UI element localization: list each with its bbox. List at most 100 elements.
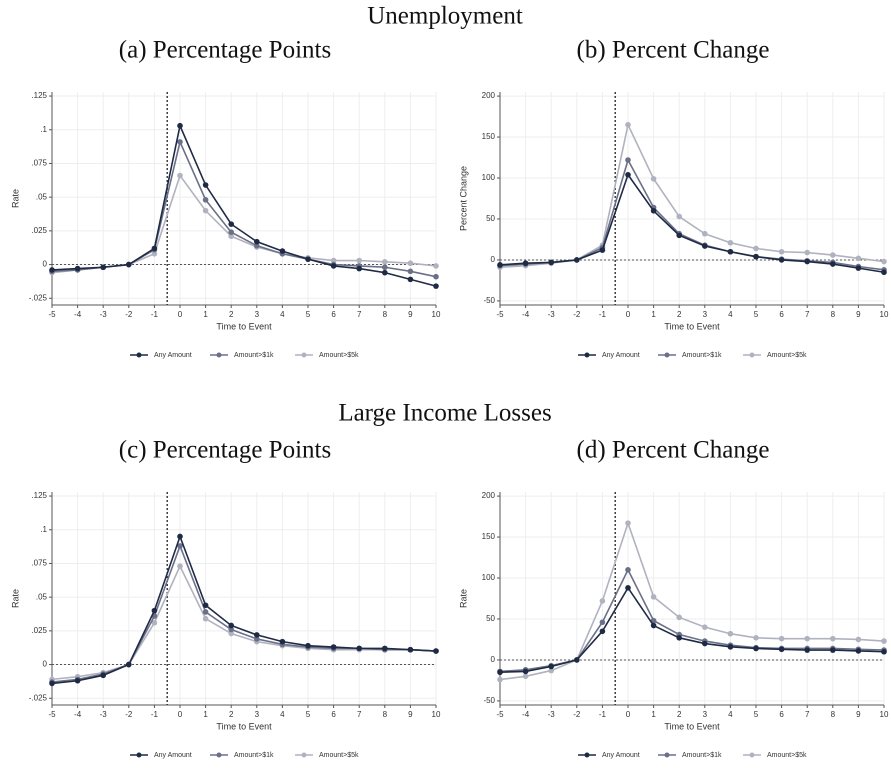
data-point bbox=[676, 232, 682, 239]
data-point bbox=[650, 207, 657, 214]
y-tick-label: -.025 bbox=[29, 293, 48, 302]
x-tick-label: -1 bbox=[599, 710, 607, 719]
data-point bbox=[548, 259, 554, 266]
x-axis-label: Time to Event bbox=[216, 321, 272, 331]
legend-label: Any Amount bbox=[602, 352, 640, 359]
x-tick-label: 8 bbox=[831, 710, 836, 719]
section-title: Large Income Losses bbox=[338, 400, 551, 427]
data-point bbox=[855, 636, 862, 643]
x-tick-label: 1 bbox=[203, 710, 208, 719]
x-tick-label: -2 bbox=[125, 310, 133, 319]
y-tick-label: 0 bbox=[491, 655, 496, 664]
data-point bbox=[625, 520, 631, 526]
data-point bbox=[497, 676, 503, 683]
data-point bbox=[830, 252, 836, 258]
series-line bbox=[51, 564, 437, 681]
x-tick-label: 8 bbox=[383, 310, 388, 319]
series-line bbox=[499, 520, 885, 681]
x-tick-label: 2 bbox=[677, 710, 682, 719]
x-axis-label: Time to Event bbox=[216, 721, 272, 731]
x-tick-label: 0 bbox=[178, 310, 183, 319]
data-point bbox=[804, 249, 810, 256]
data-point bbox=[228, 622, 234, 629]
data-point bbox=[151, 245, 158, 252]
data-point bbox=[356, 645, 363, 652]
data-point bbox=[497, 262, 503, 268]
y-tick-label: 100 bbox=[482, 573, 496, 582]
data-point bbox=[855, 265, 862, 271]
x-tick-label: 2 bbox=[677, 310, 682, 319]
x-tick-label: 4 bbox=[728, 310, 733, 319]
data-point bbox=[625, 585, 631, 591]
data-point bbox=[202, 615, 209, 622]
data-point bbox=[650, 176, 657, 182]
data-point bbox=[177, 139, 183, 145]
series-line bbox=[499, 157, 885, 271]
chart-title: (a) Percentage Points bbox=[119, 37, 331, 64]
x-tick-label: 10 bbox=[432, 310, 441, 319]
data-point bbox=[702, 624, 708, 630]
data-point bbox=[433, 273, 439, 280]
legend-label: Amount>$5k bbox=[767, 352, 807, 359]
data-point bbox=[330, 257, 337, 264]
legend-marker bbox=[664, 352, 670, 358]
data-point bbox=[49, 680, 55, 687]
data-point bbox=[305, 642, 311, 649]
data-point bbox=[202, 197, 209, 203]
chart-title: (d) Percent Change bbox=[577, 437, 770, 464]
data-point bbox=[676, 635, 682, 641]
x-tick-label: -1 bbox=[151, 710, 159, 719]
data-point bbox=[574, 257, 580, 263]
x-tick-label: 4 bbox=[728, 710, 733, 719]
data-point bbox=[433, 263, 439, 269]
data-point bbox=[727, 630, 734, 637]
x-tick-label: 5 bbox=[306, 310, 311, 319]
legend-marker bbox=[749, 352, 755, 358]
x-tick-label: 1 bbox=[651, 710, 656, 719]
x-tick-label: -5 bbox=[496, 310, 504, 319]
x-tick-label: -5 bbox=[48, 710, 56, 719]
x-tick-label: -3 bbox=[100, 310, 108, 319]
data-point bbox=[702, 243, 708, 249]
data-point bbox=[753, 245, 759, 252]
data-point bbox=[650, 617, 657, 624]
data-point bbox=[574, 657, 580, 663]
legend-label: Any Amount bbox=[154, 352, 192, 359]
x-tick-label: 7 bbox=[805, 710, 810, 719]
data-point bbox=[548, 663, 554, 670]
series-line bbox=[499, 122, 885, 269]
data-point bbox=[253, 238, 260, 245]
x-tick-label: -2 bbox=[125, 710, 133, 719]
data-point bbox=[228, 221, 234, 227]
data-point bbox=[253, 242, 260, 249]
y-tick-label: -50 bbox=[483, 296, 495, 305]
data-point bbox=[727, 248, 734, 255]
data-point bbox=[382, 264, 388, 271]
data-point bbox=[177, 122, 183, 129]
legend-marker bbox=[301, 752, 307, 758]
y-tick-label: .025 bbox=[31, 226, 47, 235]
data-point bbox=[177, 543, 183, 549]
data-point bbox=[830, 647, 836, 653]
data-point bbox=[753, 253, 759, 260]
data-point bbox=[522, 260, 529, 267]
data-point bbox=[202, 207, 209, 214]
x-tick-label: -3 bbox=[548, 310, 556, 319]
chart-title: (b) Percent Change bbox=[577, 37, 770, 64]
data-point bbox=[126, 261, 132, 268]
data-point bbox=[228, 630, 234, 637]
y-tick-label: 0 bbox=[491, 255, 496, 264]
x-tick-label: -5 bbox=[48, 310, 56, 319]
data-point bbox=[356, 257, 363, 264]
legend-marker bbox=[584, 352, 590, 358]
data-point bbox=[778, 646, 785, 653]
data-point bbox=[599, 598, 606, 604]
x-tick-label: -5 bbox=[496, 710, 504, 719]
data-point bbox=[599, 628, 606, 635]
x-tick-label: 0 bbox=[178, 710, 183, 719]
x-tick-label: 5 bbox=[754, 710, 759, 719]
x-tick-label: 2 bbox=[229, 310, 234, 319]
data-point bbox=[727, 644, 734, 650]
data-point bbox=[433, 648, 439, 654]
data-point bbox=[702, 230, 708, 237]
